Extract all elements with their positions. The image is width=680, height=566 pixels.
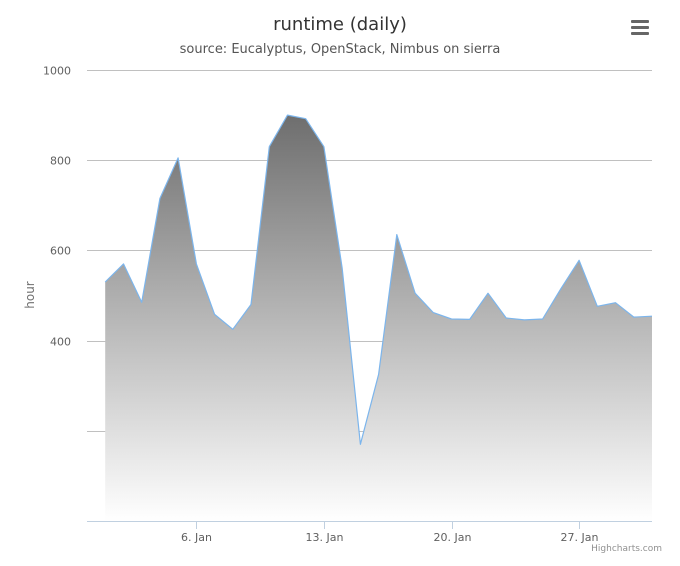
- data-point[interactable]: [649, 313, 655, 319]
- x-tick-label: 20. Jan: [434, 531, 472, 544]
- data-point[interactable]: [266, 144, 272, 150]
- data-point[interactable]: [503, 315, 509, 321]
- data-point[interactable]: [285, 112, 291, 118]
- data-point[interactable]: [430, 310, 436, 316]
- y-axis-title: hour: [23, 281, 37, 309]
- data-point[interactable]: [394, 232, 400, 238]
- data-point[interactable]: [248, 302, 254, 308]
- data-point[interactable]: [321, 144, 327, 150]
- context-menu-button[interactable]: [628, 18, 652, 40]
- y-tick-label: 1000: [43, 65, 71, 78]
- chart-subtitle: source: Eucalyptus, OpenStack, Nimbus on…: [179, 42, 501, 57]
- data-point[interactable]: [121, 261, 127, 267]
- y-tick-label: 600: [50, 245, 71, 258]
- data-point[interactable]: [357, 441, 363, 447]
- data-point[interactable]: [558, 286, 564, 292]
- data-point[interactable]: [467, 316, 473, 322]
- x-tick-label: 27. Jan: [561, 531, 599, 544]
- data-point[interactable]: [412, 290, 418, 296]
- credits-link[interactable]: Highcharts.com: [591, 544, 662, 554]
- data-point[interactable]: [376, 371, 382, 377]
- data-point[interactable]: [303, 116, 309, 122]
- series-line: [104, 114, 653, 445]
- data-point[interactable]: [139, 299, 145, 305]
- y-tick-label: 400: [50, 336, 71, 349]
- data-point[interactable]: [540, 316, 546, 322]
- data-point[interactable]: [157, 196, 163, 202]
- data-point[interactable]: [631, 314, 637, 320]
- data-point[interactable]: [521, 317, 527, 323]
- data-point[interactable]: [175, 155, 181, 161]
- area-fill: [105, 115, 652, 521]
- data-point[interactable]: [339, 265, 345, 271]
- data-point[interactable]: [193, 261, 199, 267]
- y-tick-label: 800: [50, 155, 71, 168]
- data-point[interactable]: [576, 257, 582, 263]
- data-point[interactable]: [102, 279, 108, 285]
- data-point[interactable]: [613, 300, 619, 306]
- data-point[interactable]: [594, 303, 600, 309]
- x-tick-label: 6. Jan: [181, 531, 212, 544]
- data-point[interactable]: [230, 326, 236, 332]
- chart-title: runtime (daily): [273, 14, 407, 35]
- hamburger-menu-icon: [628, 20, 652, 35]
- data-point[interactable]: [449, 316, 455, 322]
- data-point[interactable]: [485, 290, 491, 296]
- x-tick-label: 13. Jan: [306, 531, 344, 544]
- data-point[interactable]: [212, 311, 218, 317]
